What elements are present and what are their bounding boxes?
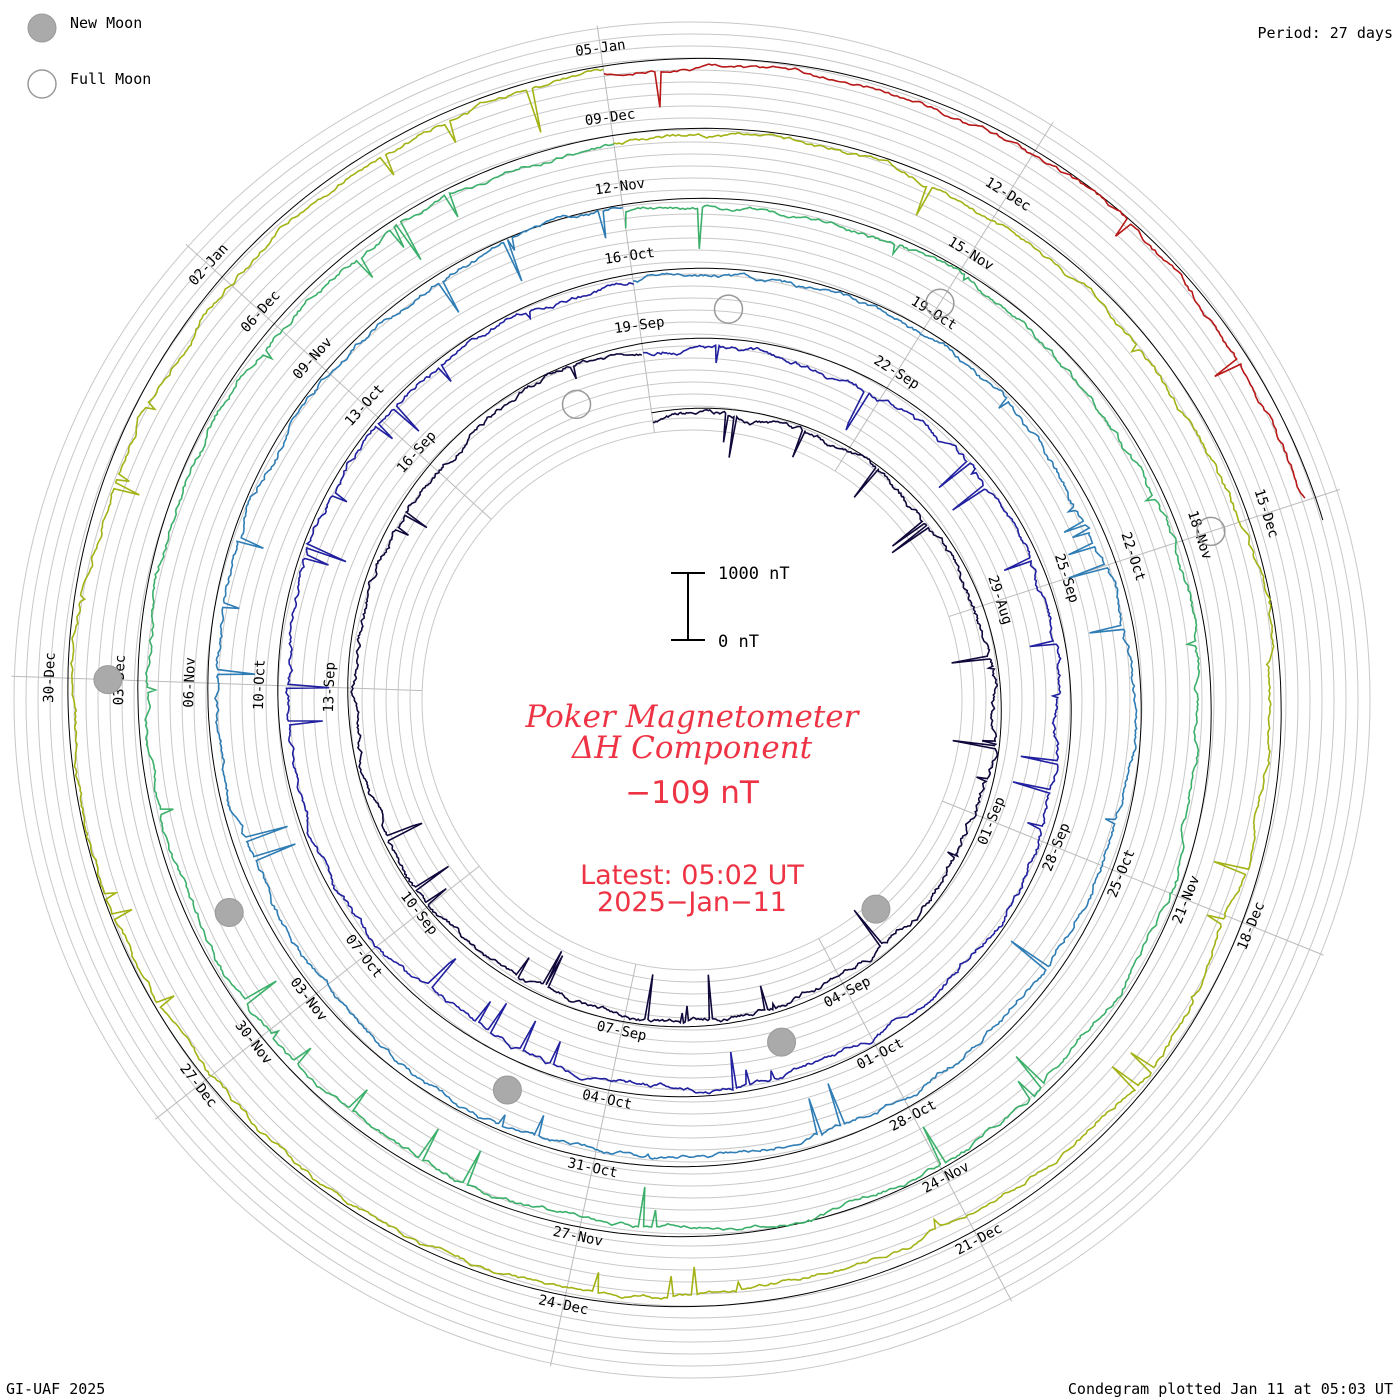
new-moon-marker	[861, 894, 891, 924]
date-label: 09-Dec	[584, 106, 636, 129]
date-label: 19-Sep	[613, 314, 665, 337]
grid-ring	[13, 21, 1371, 1379]
grid-ring	[241, 249, 1143, 1151]
credit-label: GI-UAF 2025	[6, 1380, 105, 1398]
date-label: 01-Oct	[854, 1035, 906, 1073]
grid-ring	[409, 417, 975, 983]
plotted-label: Condegram plotted Jan 11 at 05:03 UT	[1068, 1380, 1393, 1398]
current-value: −109 nT	[625, 775, 760, 811]
date-label: 13-Sep	[321, 662, 339, 713]
grid-ring	[205, 213, 1179, 1187]
full-moon-marker	[1196, 516, 1226, 547]
grid-ring	[181, 189, 1203, 1211]
grid-ring	[157, 165, 1227, 1235]
baseline-spiral	[67, 57, 1324, 1308]
grid-ring	[193, 201, 1191, 1199]
full-moon-marker	[925, 288, 955, 319]
magnetometer-trace	[69, 68, 1275, 1300]
date-label: 21-Dec	[953, 1221, 1005, 1259]
date-label: 16-Sep	[394, 428, 440, 476]
magnetometer-trace	[214, 206, 1138, 1160]
grid-ring	[325, 333, 1059, 1067]
grid-ring	[265, 273, 1119, 1127]
grid-ring	[85, 93, 1299, 1307]
day-spoke	[834, 122, 1054, 472]
full-moon-legend-icon	[27, 69, 57, 99]
new-moon-legend-icon	[27, 13, 57, 43]
grid-ring	[37, 45, 1347, 1355]
grid-ring	[25, 33, 1359, 1367]
new-moon-marker	[93, 665, 123, 695]
grid-ring	[253, 261, 1131, 1139]
date-label: 04-Sep	[821, 973, 873, 1011]
grid-ring	[229, 237, 1155, 1163]
date-label: 04-Oct	[581, 1087, 634, 1113]
magnetometer-trace	[603, 63, 1306, 499]
date-label: 31-Oct	[566, 1155, 619, 1181]
day-spoke	[818, 938, 1013, 1302]
full-moon-legend-label: Full Moon	[70, 70, 151, 88]
day-spoke	[942, 800, 1324, 956]
date-label: 18-Nov	[1184, 509, 1215, 562]
new-moon-marker	[214, 898, 244, 928]
day-spokes	[11, 25, 1340, 1367]
date-label: 24-Nov	[920, 1159, 972, 1197]
day-spoke	[185, 243, 492, 520]
moon-markers	[93, 288, 1226, 1105]
date-label: 07-Oct	[342, 932, 386, 982]
day-spoke	[596, 25, 655, 433]
magnetometer-trace	[284, 282, 1062, 1095]
date-label: 29-Aug	[984, 574, 1015, 627]
magnetometer-trace	[144, 143, 1201, 1231]
grid-ring	[337, 345, 1047, 1055]
new-moon-marker	[492, 1075, 522, 1105]
full-moon-marker	[713, 294, 744, 324]
latest-date: 2025−Jan−11	[597, 887, 787, 918]
grid-ring	[217, 225, 1167, 1175]
date-label: 10-Oct	[251, 659, 269, 710]
data-traces	[69, 63, 1306, 1300]
day-spoke	[11, 675, 423, 692]
date-label: 18-Dec	[1235, 900, 1269, 953]
day-spoke	[549, 963, 637, 1367]
date-label: 06-Nov	[181, 657, 199, 708]
date-label: 27-Dec	[176, 1061, 220, 1111]
grid-ring	[121, 129, 1263, 1271]
date-label: 05-Jan	[574, 37, 626, 60]
date-label: 15-Dec	[1251, 487, 1282, 540]
date-label: 06-Dec	[238, 288, 284, 336]
grid-ring	[397, 405, 987, 995]
grid-ring	[145, 153, 1239, 1247]
baseline-spiral-path	[67, 57, 1324, 1308]
grid-ring	[289, 297, 1095, 1103]
scale-bar-top-label: 1000 nT	[718, 564, 790, 584]
grid-ring	[169, 177, 1215, 1223]
date-label: 02-Jan	[186, 241, 232, 289]
date-label: 19-Oct	[908, 293, 959, 333]
grid-ring	[133, 141, 1251, 1259]
chart-title-line1: Poker Magnetometer	[525, 699, 861, 735]
date-label: 22-Sep	[871, 353, 922, 393]
date-label: 07-Sep	[595, 1018, 648, 1044]
date-label: 12-Nov	[594, 176, 646, 199]
full-moon-marker	[561, 389, 592, 420]
grid-ring	[421, 429, 963, 971]
date-label: 28-Sep	[1040, 821, 1074, 874]
new-moon-marker	[767, 1027, 797, 1057]
grid-ring	[361, 369, 1023, 1031]
magnetometer-trace	[350, 353, 999, 1025]
grid-ring	[313, 321, 1071, 1079]
date-label: 16-Oct	[603, 245, 655, 268]
scale-bar-bottom-label: 0 nT	[718, 632, 759, 652]
date-label: 30-Dec	[41, 652, 59, 703]
latest-time: Latest: 05:02 UT	[580, 860, 804, 891]
new-moon-legend-label: New Moon	[70, 14, 142, 32]
grid-ring	[349, 357, 1035, 1043]
grid-ring	[385, 393, 999, 1007]
chart-title-line2: ΔH Component	[571, 730, 813, 766]
day-spoke	[154, 865, 480, 1120]
day-spoke	[948, 489, 1340, 618]
period-label: Period: 27 days	[1258, 24, 1393, 42]
